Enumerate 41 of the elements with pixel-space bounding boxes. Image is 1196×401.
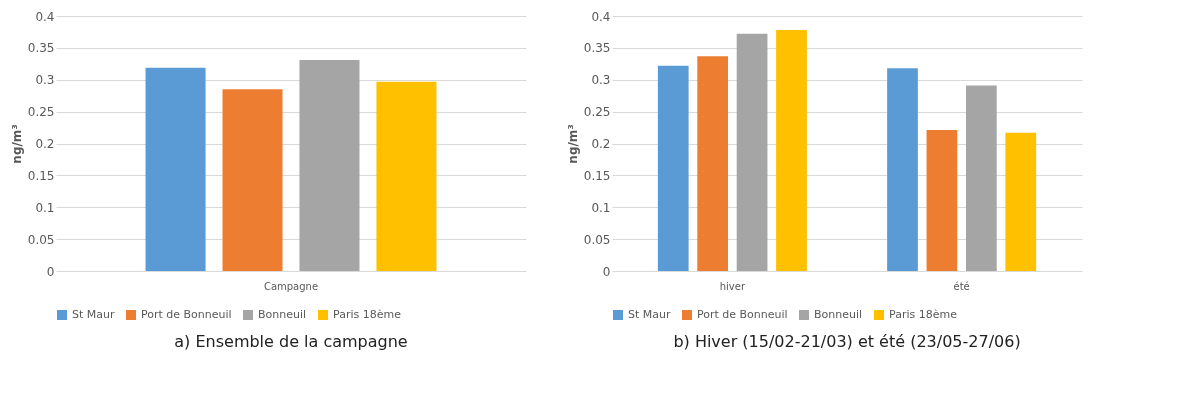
x-tick-label: Campagne: [263, 280, 319, 292]
y-tick-label: 0.25: [583, 105, 611, 120]
y-tick-label: 0.35: [583, 41, 611, 56]
legend-label: Paris 18ème: [889, 308, 958, 321]
legend-label: Port de Bonneuil: [697, 308, 788, 321]
bar: [736, 33, 768, 271]
y-tick-label: 0.2: [591, 137, 611, 151]
bar: [776, 30, 807, 271]
bar: [887, 68, 918, 271]
legend-label: Bonneuil: [814, 308, 863, 321]
legend-label: St Maur: [72, 308, 115, 321]
legend-label: Port de Bonneuil: [141, 308, 232, 321]
y-tick-label: 0: [602, 264, 611, 279]
x-tick-label: hiver: [719, 280, 746, 292]
y-tick-label: 0.35: [27, 41, 55, 56]
x-tick-label: été: [953, 280, 970, 292]
y-tick-label: 0.3: [35, 73, 55, 88]
legend-label: Bonneuil: [258, 308, 307, 321]
y-tick-label: 0.3: [591, 73, 611, 88]
bar: [657, 65, 689, 271]
legend-label: Paris 18ème: [333, 308, 402, 321]
text: b) Hiver (15/02-21/03) et été (23/05-27/06): [673, 332, 1021, 351]
text: a) Ensemble de la campagne: [174, 332, 408, 351]
bar: [1005, 132, 1037, 271]
y-tick-label: 0.15: [583, 168, 611, 183]
y-tick-label: 0.4: [591, 9, 611, 24]
y-tick-label: 0: [46, 264, 55, 279]
bar: [965, 85, 997, 271]
y-tick-label: 0.1: [591, 200, 611, 215]
y-tick-label: 0.05: [583, 232, 611, 247]
bar: [926, 130, 958, 271]
y-axis-title: ng/m³: [9, 124, 24, 164]
y-tick-label: 0.15: [27, 168, 55, 183]
legend-label: St Maur: [628, 308, 671, 321]
y-tick-label: 0.25: [27, 105, 55, 120]
y-tick-label: 0.2: [35, 137, 55, 151]
y-tick-label: 0.4: [35, 9, 55, 24]
y-tick-label: 0.05: [27, 232, 55, 247]
y-axis-title: ng/m³: [565, 124, 580, 164]
bar: [697, 56, 729, 271]
y-tick-label: 0.1: [35, 200, 55, 215]
